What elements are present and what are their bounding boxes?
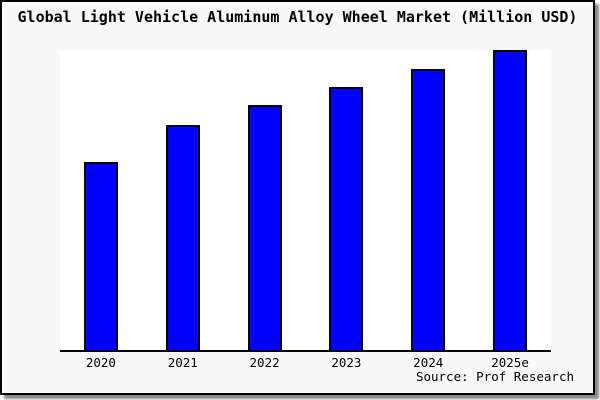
bar-slot-2021 xyxy=(142,50,224,350)
x-tick-label-2020: 2020 xyxy=(85,355,116,370)
chart-title: Global Light Vehicle Aluminum Alloy Whee… xyxy=(17,8,578,26)
x-tick-label-2024: 2024 xyxy=(413,355,444,370)
x-tick-label-2021: 2021 xyxy=(167,355,198,370)
x-tick-label-2025e: 2025e xyxy=(491,355,529,370)
plot-area xyxy=(60,50,551,352)
bar-2025e xyxy=(493,50,528,350)
x-tick-label-2022: 2022 xyxy=(249,355,280,370)
x-axis-labels: 2020 2021 2022 2023 2024 2025e xyxy=(60,355,551,370)
source-credit: Source: Prof Research xyxy=(415,369,574,384)
bar-slot-2025e xyxy=(469,50,551,350)
chart-frame: Global Light Vehicle Aluminum Alloy Whee… xyxy=(0,0,595,395)
bar-2021 xyxy=(165,124,200,350)
bar-slot-2023 xyxy=(305,50,387,350)
bar-slot-2020 xyxy=(60,50,142,350)
bar-2024 xyxy=(411,68,446,350)
x-tick-label-2023: 2023 xyxy=(331,355,362,370)
bar-2022 xyxy=(247,105,282,350)
bar-2020 xyxy=(83,161,118,350)
bar-2023 xyxy=(329,86,364,350)
bar-slot-2022 xyxy=(224,50,306,350)
bar-slot-2024 xyxy=(387,50,469,350)
